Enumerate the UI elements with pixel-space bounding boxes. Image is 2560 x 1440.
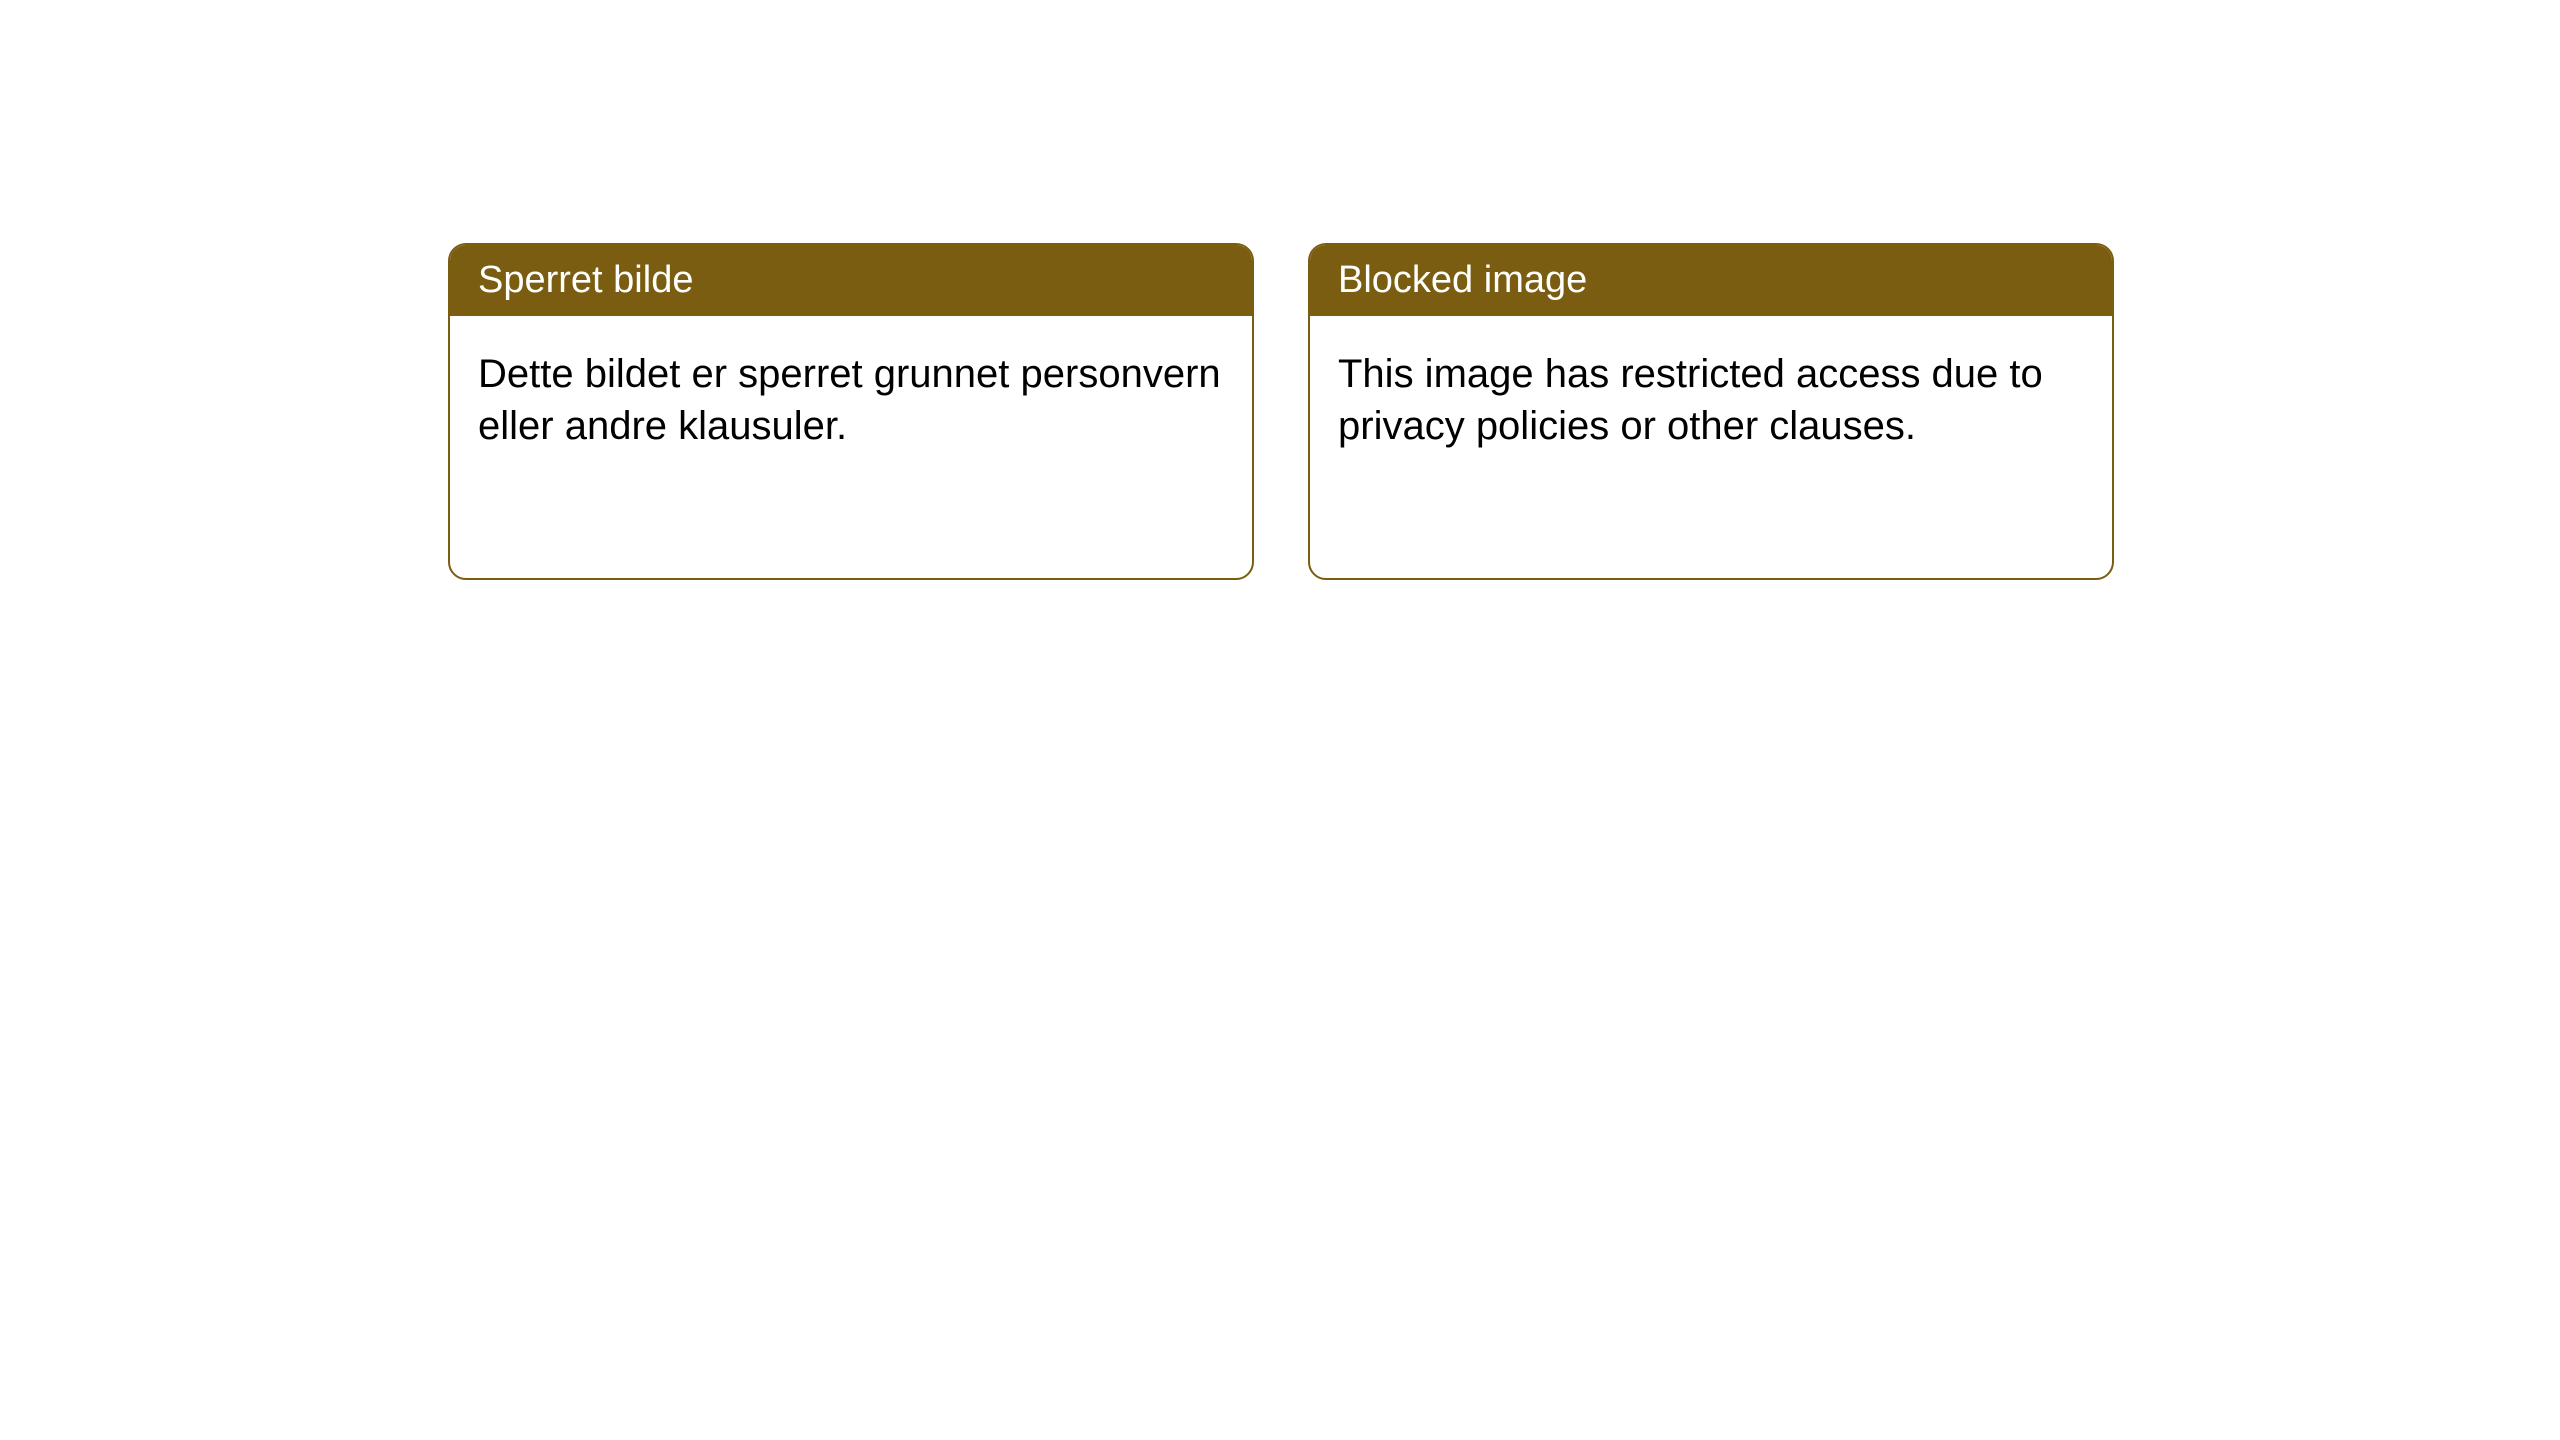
card-header: Sperret bilde <box>450 245 1252 316</box>
card-body: This image has restricted access due to … <box>1310 316 2112 484</box>
card-body: Dette bildet er sperret grunnet personve… <box>450 316 1252 484</box>
notice-card-norwegian: Sperret bilde Dette bildet er sperret gr… <box>448 243 1254 580</box>
card-body-text: This image has restricted access due to … <box>1338 352 2043 448</box>
notice-cards-container: Sperret bilde Dette bildet er sperret gr… <box>448 243 2114 580</box>
card-header: Blocked image <box>1310 245 2112 316</box>
card-title: Blocked image <box>1338 259 1587 301</box>
card-title: Sperret bilde <box>478 259 693 301</box>
notice-card-english: Blocked image This image has restricted … <box>1308 243 2114 580</box>
card-body-text: Dette bildet er sperret grunnet personve… <box>478 352 1221 448</box>
